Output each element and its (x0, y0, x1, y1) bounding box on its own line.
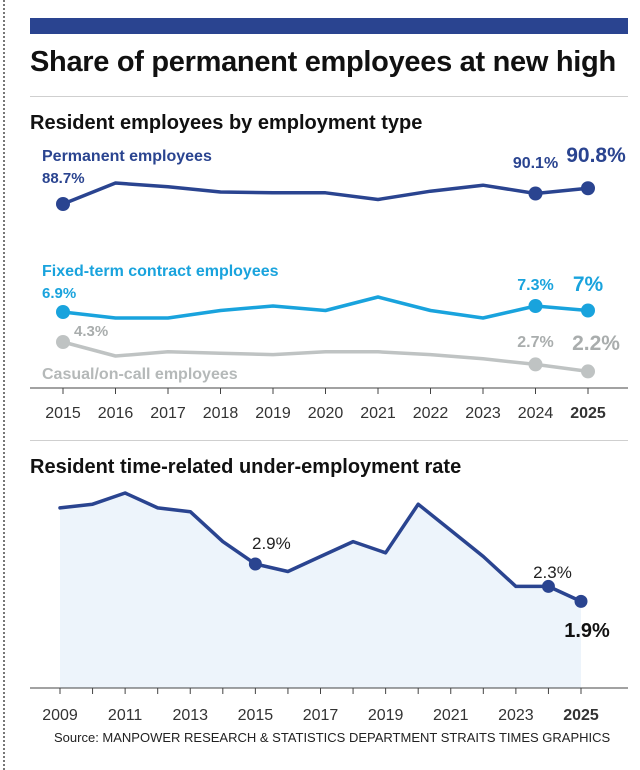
series-line-contract (61, 295, 590, 320)
chart2-area-group (58, 491, 583, 688)
chart1-lines (61, 181, 590, 374)
area-point (541, 579, 555, 593)
chart2-x-tick-label: 2023 (498, 707, 534, 724)
data-label-2025: 1.9% (564, 620, 610, 642)
chart1-x-tick-label: 2021 (360, 405, 396, 422)
chart2-axis: 2009 2011 2013 2015 2017 2019 2021 2023 2025 (30, 687, 628, 724)
chart1-x-tick-label: 2022 (413, 405, 449, 422)
data-label-start: 6.9% (42, 285, 76, 302)
series-point-casual (581, 364, 595, 379)
chart1-x-tick-label: 2019 (255, 405, 291, 422)
source-credit: Source: MANPOWER RESEARCH & STATISTICS D… (54, 730, 611, 745)
chart2-x-tick-label: 2009 (42, 707, 78, 724)
chart2-dots (248, 557, 588, 608)
chart1-dots (56, 181, 595, 379)
chart2-x-tick-label: 2017 (303, 707, 339, 724)
chart1-title: Resident employees by employment type (30, 112, 423, 134)
area-fill (60, 493, 581, 688)
divider-top (30, 96, 628, 97)
series-line-permanent (61, 181, 590, 206)
series-point-permanent (581, 181, 595, 196)
main-title: Share of permanent employees at new high (30, 46, 616, 78)
data-label-last: 90.8% (566, 144, 626, 167)
chart1-x-tick-label: 2024 (518, 405, 554, 422)
chart1-x-tick-label: 2025 (570, 405, 606, 422)
series-line-casual (61, 340, 590, 374)
chart2-labels: 2.9% 2.3% 1.9% (252, 534, 610, 642)
series-point-casual (528, 357, 543, 372)
dotted-border (3, 0, 5, 770)
area-point (574, 594, 588, 608)
data-label-2024: 2.3% (533, 563, 572, 582)
chart1-axis: 2015 2016 2017 2018 2019 2020 2021 2022 2023 2024… (30, 387, 628, 422)
data-label-prev: 7.3% (517, 277, 553, 294)
chart1-x-tick-label: 2016 (98, 405, 134, 422)
chart1-x-tick-label: 2018 (203, 405, 239, 422)
chart1-x-tick-label: 2017 (150, 405, 186, 422)
area-line (58, 491, 583, 604)
data-label-last: 2.2% (572, 332, 620, 355)
employment-type-chart: 2015 2016 2017 2018 2019 2020 2021 2022 2023 2024… (30, 144, 628, 422)
chart2-x-tick-label: 2011 (108, 707, 143, 724)
chart2-x-tick-label: 2021 (433, 707, 469, 724)
chart1-x-tick-label: 2023 (465, 405, 501, 422)
header-accent-bar (30, 18, 628, 34)
chart2-x-tick-label: 2015 (238, 707, 274, 724)
chart2-x-tick-label: 2013 (172, 707, 208, 724)
area-point (248, 557, 262, 571)
data-label-2015: 2.9% (252, 534, 291, 553)
chart2-x-tick-label: 2025 (563, 707, 599, 724)
data-label-prev: 90.1% (513, 155, 558, 172)
chart1-x-tick-label: 2015 (45, 405, 81, 422)
series-point-contract (56, 305, 70, 319)
data-label-start: 88.7% (42, 170, 85, 187)
series-name-casual: Casual/on-call employees (42, 366, 238, 383)
chart2-title: Resident time-related under-employment r… (30, 456, 462, 478)
data-label-start: 4.3% (74, 323, 108, 340)
series-name-permanent: Permanent employees (42, 148, 212, 165)
chart1-x-tick-label: 2020 (308, 405, 344, 422)
series-point-permanent (528, 186, 543, 201)
data-label-last: 7% (573, 273, 604, 296)
under-employment-chart: 2009 2011 2013 2015 2017 2019 2021 2023 2025 2.9… (30, 491, 628, 724)
series-point-contract (528, 299, 543, 313)
divider-middle (30, 440, 628, 441)
data-label-prev: 2.7% (517, 334, 553, 351)
series-point-contract (581, 303, 595, 318)
series-point-casual (56, 335, 70, 349)
chart2-x-tick-label: 2019 (368, 707, 404, 724)
series-name-contract: Fixed-term contract employees (42, 263, 279, 280)
series-point-permanent (56, 197, 70, 211)
chart1-labels: Permanent employees 88.7% 90.1% 90.8% Fixed-… (42, 144, 626, 383)
